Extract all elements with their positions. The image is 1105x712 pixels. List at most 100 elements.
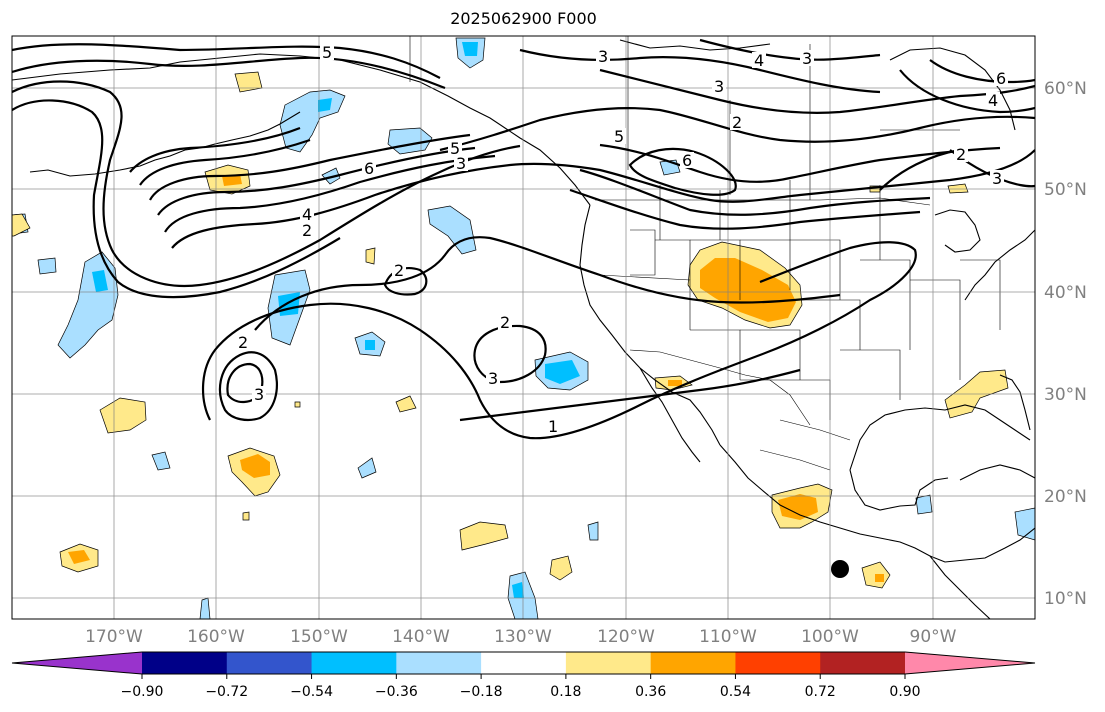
contour-label-bg bbox=[752, 52, 766, 68]
coastline-canada-north bbox=[619, 39, 771, 51]
colorbar-ticks: −0.90 −0.72 −0.54 −0.36 −0.18 0.18 0.36 0.54 0.7… bbox=[121, 674, 921, 700]
contour-label: 3 bbox=[598, 47, 608, 66]
contour-line bbox=[254, 236, 841, 331]
contour-line bbox=[929, 59, 1035, 84]
contour-label: 2 bbox=[302, 221, 312, 240]
colorbar-segment bbox=[481, 652, 567, 674]
lat-label: 50°N bbox=[1044, 180, 1087, 200]
state-border bbox=[630, 229, 656, 276]
coastline-east bbox=[964, 229, 1035, 301]
contour-label: 2 bbox=[956, 145, 966, 164]
contour-line bbox=[149, 133, 471, 201]
colorbar-segment bbox=[226, 652, 313, 674]
shade-core bbox=[462, 42, 478, 56]
contour-line bbox=[157, 146, 476, 216]
contour-label: 6 bbox=[996, 69, 1006, 88]
lat-label: 10°N bbox=[1044, 589, 1087, 609]
contour-label: 3 bbox=[456, 154, 466, 173]
colorbar-segment bbox=[735, 652, 821, 674]
contour-label-bg bbox=[236, 334, 250, 350]
station-marker bbox=[831, 560, 849, 578]
shade-blob bbox=[915, 494, 933, 515]
contour-label-bg bbox=[392, 262, 406, 278]
shade-blob bbox=[395, 395, 417, 413]
state-border bbox=[740, 329, 801, 380]
shade-core bbox=[240, 454, 270, 478]
contour-line bbox=[899, 69, 1035, 114]
shade-blob bbox=[459, 521, 509, 551]
map-title: 2025062900 F000 bbox=[450, 9, 597, 28]
contour-label: 3 bbox=[254, 385, 264, 404]
colorbar-tick-label: 0.54 bbox=[720, 684, 751, 700]
contour-label-bg bbox=[954, 146, 968, 162]
contour-label: 6 bbox=[682, 151, 692, 170]
lon-label: 100°W bbox=[801, 627, 859, 647]
shade-blob bbox=[151, 451, 171, 471]
shade-core bbox=[68, 550, 90, 564]
coastline-baja bbox=[639, 367, 701, 463]
contour-label: 1 bbox=[548, 417, 558, 436]
state-boundaries bbox=[409, 36, 1001, 471]
contour-line bbox=[171, 149, 1035, 249]
contour-label-bg bbox=[800, 50, 814, 66]
contour-label-bg bbox=[680, 152, 694, 168]
colorbar-tick-label: −0.54 bbox=[290, 684, 333, 700]
strong-positive-anomaly-shading bbox=[68, 174, 884, 582]
lat-label: 60°N bbox=[1044, 79, 1087, 99]
mexico-state bbox=[779, 419, 851, 441]
shade-blob bbox=[1014, 507, 1035, 541]
shade-blob bbox=[365, 247, 376, 265]
contour-line bbox=[139, 138, 311, 186]
contour-label: 2 bbox=[394, 261, 404, 280]
lon-label: 170°W bbox=[85, 627, 143, 647]
shade-core bbox=[875, 574, 884, 582]
contour-line bbox=[164, 154, 496, 233]
contour-label-bg bbox=[448, 140, 462, 156]
contour-line bbox=[12, 43, 441, 79]
state-border bbox=[960, 259, 1001, 330]
coastline-aleutians bbox=[29, 111, 301, 177]
contour-line bbox=[599, 143, 1001, 183]
shade-blob bbox=[199, 597, 211, 619]
shade-blob bbox=[12, 213, 31, 237]
contour-label: 4 bbox=[754, 51, 764, 70]
lon-label: 150°W bbox=[290, 627, 348, 647]
shade-blob bbox=[234, 71, 263, 93]
contour-label: 4 bbox=[302, 205, 312, 224]
contour-label: 4 bbox=[988, 91, 998, 110]
colorbar-segment bbox=[650, 652, 736, 674]
shade-core bbox=[92, 270, 108, 292]
contour-line bbox=[218, 351, 278, 421]
colorbar-extend-min bbox=[12, 652, 142, 674]
contour-line bbox=[519, 48, 881, 94]
map-frame bbox=[11, 35, 1036, 620]
contour-label: 3 bbox=[714, 77, 724, 96]
coastline-great-lakes bbox=[934, 209, 981, 253]
contour-label-bg bbox=[986, 92, 1000, 108]
contour-label-bg bbox=[612, 128, 626, 144]
lon-label: 90°W bbox=[910, 627, 957, 647]
coastline-central-america bbox=[929, 555, 991, 619]
colorbar-segment bbox=[396, 652, 482, 674]
coastline-west-us bbox=[579, 204, 721, 446]
contour-line bbox=[628, 147, 737, 196]
latitude-labels: 60°N 50°N 40°N 30°N 20°N 10°N bbox=[1044, 79, 1087, 609]
colorbar-segment bbox=[565, 652, 652, 674]
contour-line bbox=[201, 241, 917, 440]
state-border bbox=[860, 259, 911, 350]
contour-line bbox=[699, 38, 881, 61]
contour-label-bg bbox=[990, 170, 1004, 186]
contour-label-bg bbox=[546, 418, 560, 434]
shade-blob bbox=[549, 555, 573, 581]
coastlines bbox=[12, 39, 1035, 619]
contour-label-bg bbox=[300, 222, 314, 238]
contour-line bbox=[129, 126, 301, 173]
contour-label: 3 bbox=[488, 369, 498, 388]
lon-label: 130°W bbox=[494, 627, 552, 647]
shade-core bbox=[318, 98, 332, 112]
contour-line bbox=[599, 68, 1035, 114]
lon-label: 120°W bbox=[597, 627, 655, 647]
contour-label-bg bbox=[252, 386, 266, 402]
contour-line bbox=[226, 362, 264, 404]
